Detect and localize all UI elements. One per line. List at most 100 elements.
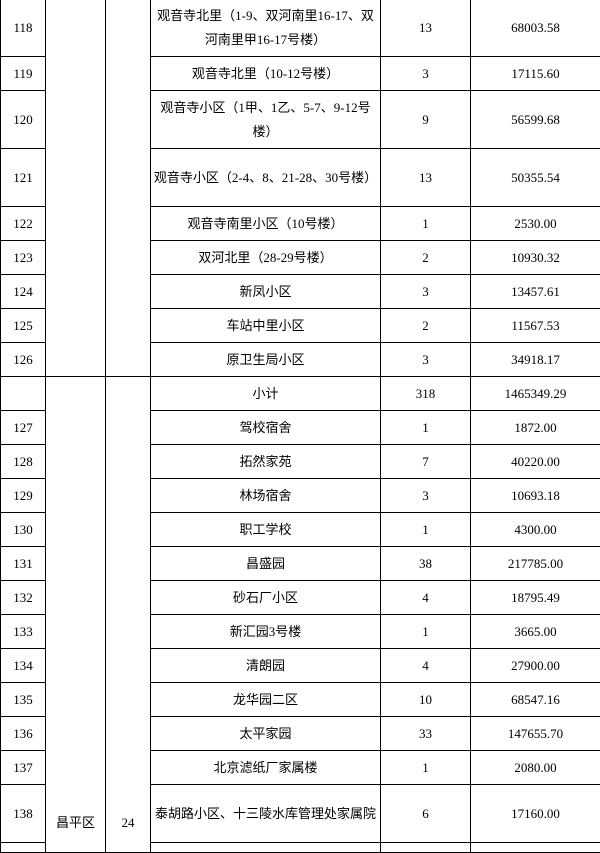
row-name: 昌盛园 (151, 547, 381, 581)
row-qty: 38 (381, 547, 471, 581)
row-qty: 3 (381, 343, 471, 377)
count-cell-empty (106, 0, 151, 377)
row-area: 18795.49 (471, 581, 600, 615)
row-name: 砂石厂小区 (151, 581, 381, 615)
row-num: 136 (1, 717, 46, 751)
row-area (471, 843, 600, 853)
row-qty: 2 (381, 241, 471, 275)
row-name: 北京滤纸厂家属楼 (151, 751, 381, 785)
row-qty: 7 (381, 445, 471, 479)
row-num: 135 (1, 683, 46, 717)
row-num: 137 (1, 751, 46, 785)
row-num: 120 (1, 91, 46, 149)
row-qty: 2 (381, 309, 471, 343)
district-cell: 昌平区 (46, 377, 106, 853)
row-num: 122 (1, 207, 46, 241)
row-qty: 13 (381, 0, 471, 57)
row-name: 驾校宿舍 (151, 411, 381, 445)
row-qty: 4 (381, 649, 471, 683)
row-area: 1872.00 (471, 411, 600, 445)
row-num: 138 (1, 785, 46, 843)
row-name: 观音寺北里（1-9、双河南里16-17、双河南里甲16-17号楼） (151, 0, 381, 57)
row-name: 双河北里（28-29号楼） (151, 241, 381, 275)
row-num: 129 (1, 479, 46, 513)
row-area: 50355.54 (471, 149, 600, 207)
row-num-empty (1, 377, 46, 411)
row-name: 观音寺南里小区（10号楼） (151, 207, 381, 241)
row-name: 清朗园 (151, 649, 381, 683)
row-num: 134 (1, 649, 46, 683)
row-name: 新凤小区 (151, 275, 381, 309)
row-area: 34918.17 (471, 343, 600, 377)
row-num: 132 (1, 581, 46, 615)
row-qty: 3 (381, 275, 471, 309)
row-qty: 1 (381, 207, 471, 241)
row-area: 27900.00 (471, 649, 600, 683)
row-num: 128 (1, 445, 46, 479)
data-table-main: 118观音寺北里（1-9、双河南里16-17、双河南里甲16-17号楼）1368… (0, 0, 600, 853)
row-name: 泰胡路小区、十三陵水库管理处家属院 (151, 785, 381, 843)
row-area: 10930.32 (471, 241, 600, 275)
row-name: 观音寺小区（2-4、8、21-28、30号楼） (151, 149, 381, 207)
subtotal-name: 小计 (151, 377, 381, 411)
row-qty: 13 (381, 149, 471, 207)
row-name: 观音寺北里（10-12号楼） (151, 57, 381, 91)
row-qty: 1 (381, 751, 471, 785)
table-row: 118 观音寺北里（1-9、双河南里16-17、双河南里甲16-17号楼）1368… (1, 0, 600, 57)
row-area: 4300.00 (471, 513, 600, 547)
row-area: 17115.60 (471, 57, 600, 91)
row-num: 127 (1, 411, 46, 445)
row-name: 观音寺小区（1甲、1乙、5-7、9-12号楼） (151, 91, 381, 149)
row-num (1, 843, 46, 853)
row-name (151, 843, 381, 853)
row-qty: 3 (381, 479, 471, 513)
row-num: 130 (1, 513, 46, 547)
row-qty: 1 (381, 411, 471, 445)
row-area: 147655.70 (471, 717, 600, 751)
row-area: 11567.53 (471, 309, 600, 343)
row-num: 133 (1, 615, 46, 649)
row-qty: 6 (381, 785, 471, 843)
row-qty: 4 (381, 581, 471, 615)
subtotal-qty: 318 (381, 377, 471, 411)
row-qty (381, 843, 471, 853)
row-area: 10693.18 (471, 479, 600, 513)
row-qty: 1 (381, 615, 471, 649)
district-count-cell: 24 (106, 377, 151, 853)
subtotal-area: 1465349.29 (471, 377, 600, 411)
table-body-main: 118观音寺北里（1-9、双河南里16-17、双河南里甲16-17号楼）1368… (1, 0, 600, 853)
row-area: 68003.58 (471, 0, 600, 57)
row-name: 车站中里小区 (151, 309, 381, 343)
row-name: 拓然家苑 (151, 445, 381, 479)
row-name: 太平家园 (151, 717, 381, 751)
row-area: 40220.00 (471, 445, 600, 479)
district-cell-empty (46, 0, 106, 377)
row-num: 123 (1, 241, 46, 275)
row-num: 118 (1, 0, 46, 57)
row-area: 68547.16 (471, 683, 600, 717)
row-area: 2080.00 (471, 751, 600, 785)
row-name: 原卫生局小区 (151, 343, 381, 377)
subtotal-row: 昌平区24小计3181465349.29 (1, 377, 600, 411)
row-name: 林场宿舍 (151, 479, 381, 513)
row-num: 119 (1, 57, 46, 91)
row-area: 217785.00 (471, 547, 600, 581)
row-num: 126 (1, 343, 46, 377)
row-num: 131 (1, 547, 46, 581)
row-num: 121 (1, 149, 46, 207)
row-qty: 10 (381, 683, 471, 717)
row-area: 2530.00 (471, 207, 600, 241)
row-name: 龙华园二区 (151, 683, 381, 717)
row-qty: 33 (381, 717, 471, 751)
row-name: 新汇园3号楼 (151, 615, 381, 649)
row-area: 13457.61 (471, 275, 600, 309)
row-area: 17160.00 (471, 785, 600, 843)
row-area: 3665.00 (471, 615, 600, 649)
row-qty: 3 (381, 57, 471, 91)
row-name: 职工学校 (151, 513, 381, 547)
row-qty: 1 (381, 513, 471, 547)
row-num: 124 (1, 275, 46, 309)
row-qty: 9 (381, 91, 471, 149)
row-area: 56599.68 (471, 91, 600, 149)
row-num: 125 (1, 309, 46, 343)
